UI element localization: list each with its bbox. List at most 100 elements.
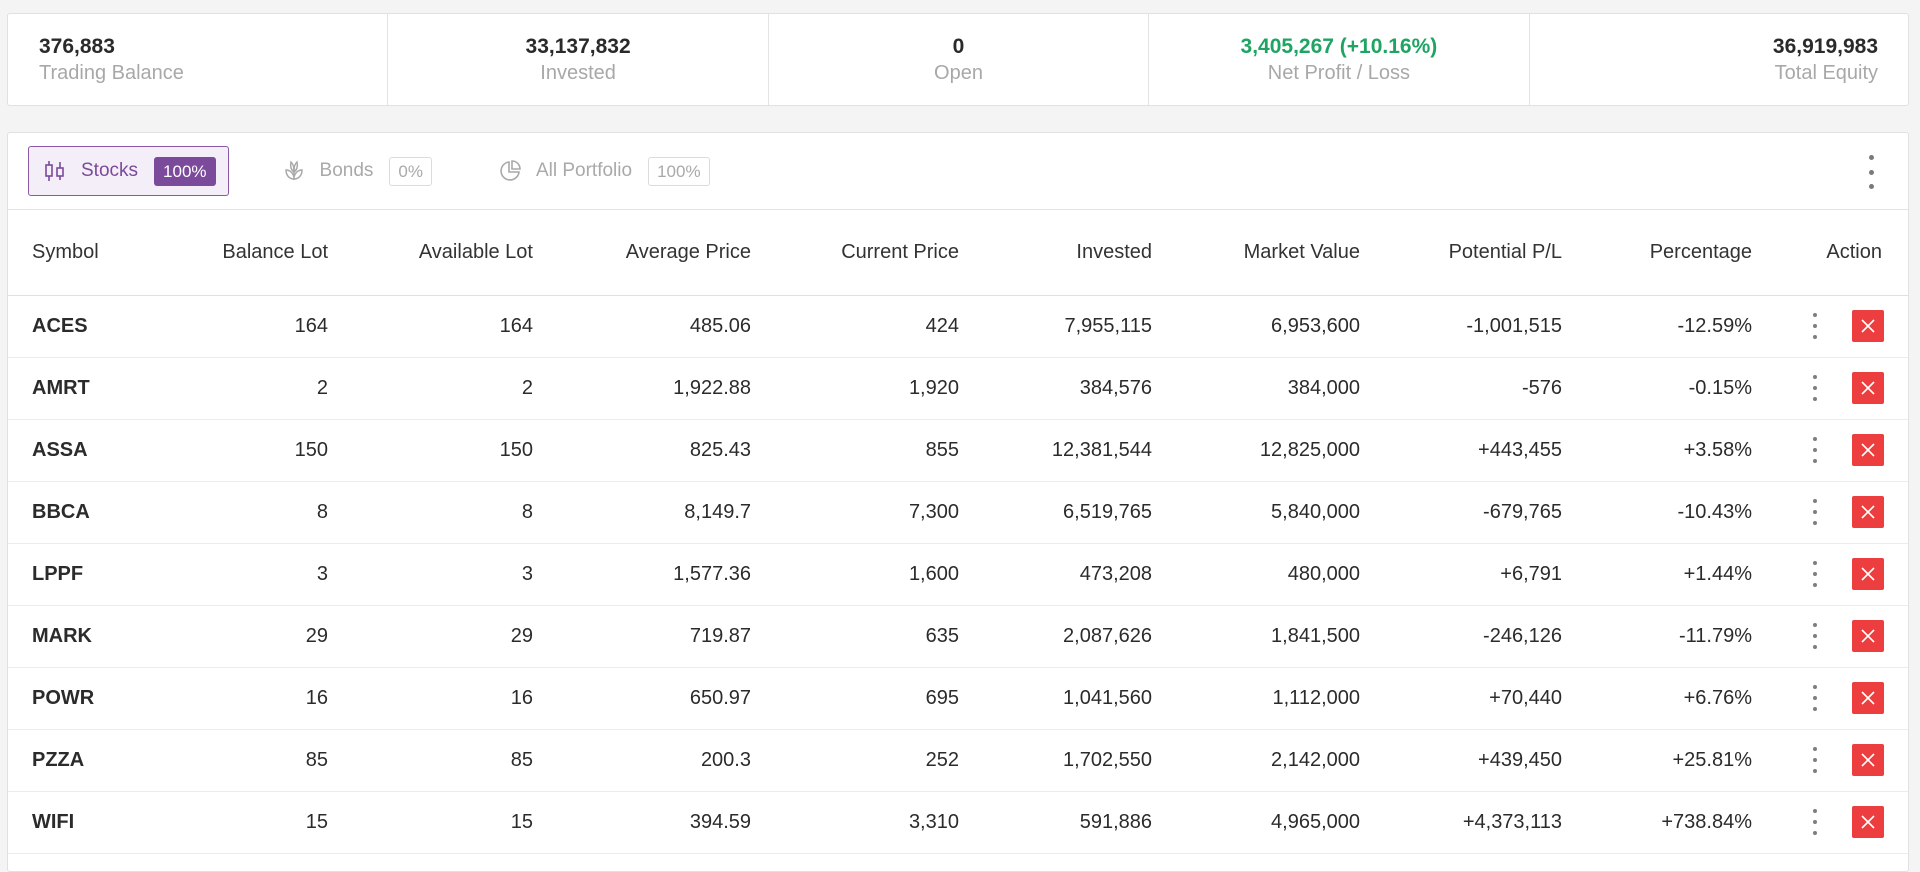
cell-available-lot: 29 bbox=[328, 605, 533, 668]
cell-symbol[interactable]: ASSA bbox=[8, 419, 128, 482]
holdings-table: Symbol Balance Lot Available Lot Average… bbox=[8, 210, 1908, 854]
cell-balance-lot: 16 bbox=[128, 667, 328, 730]
cell-market-value: 6,953,600 bbox=[1152, 295, 1360, 358]
cell-symbol[interactable]: ACES bbox=[8, 295, 128, 358]
column-header-percentage[interactable]: Percentage bbox=[1562, 210, 1752, 296]
cell-available-lot: 3 bbox=[328, 543, 533, 606]
table-row[interactable]: MARK 29 29 719.87 635 2,087,626 1,841,50… bbox=[8, 605, 1908, 668]
row-actions bbox=[1752, 544, 1908, 605]
cell-symbol[interactable]: BBCA bbox=[8, 481, 128, 544]
cell-market-value: 384,000 bbox=[1152, 357, 1360, 420]
close-position-button[interactable] bbox=[1852, 496, 1884, 528]
more-vertical-icon[interactable] bbox=[1808, 561, 1822, 587]
cell-market-value: 4,965,000 bbox=[1152, 791, 1360, 854]
cell-market-value: 1,841,500 bbox=[1152, 605, 1360, 668]
column-header-balance-lot[interactable]: Balance Lot bbox=[128, 210, 328, 296]
cell-balance-lot: 85 bbox=[128, 729, 328, 792]
table-row[interactable]: ACES 164 164 485.06 424 7,955,115 6,953,… bbox=[8, 295, 1908, 358]
table-row[interactable]: POWR 16 16 650.97 695 1,041,560 1,112,00… bbox=[8, 667, 1908, 730]
more-vertical-icon[interactable] bbox=[1808, 437, 1822, 463]
cell-current-price: 695 bbox=[751, 667, 959, 730]
table-row[interactable]: WIFI 15 15 394.59 3,310 591,886 4,965,00… bbox=[8, 791, 1908, 854]
cell-average-price: 650.97 bbox=[533, 667, 751, 730]
cell-invested: 473,208 bbox=[959, 543, 1152, 606]
cell-market-value: 480,000 bbox=[1152, 543, 1360, 606]
table-row[interactable]: AMRT 2 2 1,922.88 1,920 384,576 384,000 … bbox=[8, 357, 1908, 420]
cell-action bbox=[1752, 295, 1908, 358]
cell-potential-pl: -576 bbox=[1360, 357, 1562, 420]
more-vertical-icon[interactable] bbox=[1808, 313, 1822, 339]
summary-value: 33,137,832 bbox=[525, 35, 631, 58]
cell-action bbox=[1752, 605, 1908, 668]
cell-available-lot: 150 bbox=[328, 419, 533, 482]
more-vertical-icon[interactable] bbox=[1808, 809, 1822, 835]
pie-chart-icon bbox=[498, 159, 522, 183]
cell-current-price: 424 bbox=[751, 295, 959, 358]
more-vertical-icon[interactable] bbox=[1808, 375, 1822, 401]
cell-symbol[interactable]: WIFI bbox=[8, 791, 128, 854]
column-header-invested[interactable]: Invested bbox=[959, 210, 1152, 296]
column-header-symbol[interactable]: Symbol bbox=[8, 210, 128, 296]
cell-average-price: 200.3 bbox=[533, 729, 751, 792]
cell-invested: 2,087,626 bbox=[959, 605, 1152, 668]
table-row[interactable]: BBCA 8 8 8,149.7 7,300 6,519,765 5,840,0… bbox=[8, 481, 1908, 544]
table-row[interactable]: PZZA 85 85 200.3 252 1,702,550 2,142,000… bbox=[8, 729, 1908, 792]
tab-label: All Portfolio bbox=[535, 160, 633, 181]
table-row[interactable]: ASSA 150 150 825.43 855 12,381,544 12,82… bbox=[8, 419, 1908, 482]
close-position-button[interactable] bbox=[1852, 682, 1884, 714]
cell-market-value: 2,142,000 bbox=[1152, 729, 1360, 792]
holdings-table-body: ACES 164 164 485.06 424 7,955,115 6,953,… bbox=[8, 295, 1908, 854]
summary-label: Net Profit / Loss bbox=[1267, 62, 1411, 84]
close-position-button[interactable] bbox=[1852, 744, 1884, 776]
more-vertical-icon[interactable] bbox=[1808, 685, 1822, 711]
summary-label: Invested bbox=[540, 62, 616, 84]
tab-bonds[interactable]: Bonds 0% bbox=[267, 146, 445, 196]
row-actions bbox=[1752, 358, 1908, 419]
cell-invested: 6,519,765 bbox=[959, 481, 1152, 544]
more-vertical-icon[interactable] bbox=[1808, 499, 1822, 525]
cell-symbol[interactable]: LPPF bbox=[8, 543, 128, 606]
close-icon bbox=[1861, 691, 1875, 705]
cell-current-price: 855 bbox=[751, 419, 959, 482]
bonds-icon bbox=[282, 159, 306, 183]
summary-label: Open bbox=[934, 62, 983, 84]
cell-symbol[interactable]: MARK bbox=[8, 605, 128, 668]
tab-stocks[interactable]: Stocks 100% bbox=[28, 146, 229, 196]
cell-symbol[interactable]: AMRT bbox=[8, 357, 128, 420]
close-position-button[interactable] bbox=[1852, 310, 1884, 342]
close-position-button[interactable] bbox=[1852, 434, 1884, 466]
column-header-average-price[interactable]: Average Price bbox=[533, 210, 751, 296]
cell-action bbox=[1752, 419, 1908, 482]
column-header-potential-pl[interactable]: Potential P/L bbox=[1360, 210, 1562, 296]
cell-percentage: -0.15% bbox=[1562, 357, 1752, 420]
cell-percentage: +738.84% bbox=[1562, 791, 1752, 854]
row-actions bbox=[1752, 730, 1908, 791]
more-vertical-icon[interactable] bbox=[1808, 623, 1822, 649]
cell-symbol[interactable]: POWR bbox=[8, 667, 128, 730]
more-vertical-icon[interactable] bbox=[1864, 155, 1878, 189]
column-header-current-price[interactable]: Current Price bbox=[751, 210, 959, 296]
cell-balance-lot: 164 bbox=[128, 295, 328, 358]
column-header-market-value[interactable]: Market Value bbox=[1152, 210, 1360, 296]
close-position-button[interactable] bbox=[1852, 372, 1884, 404]
cell-available-lot: 164 bbox=[328, 295, 533, 358]
close-position-button[interactable] bbox=[1852, 620, 1884, 652]
cell-current-price: 1,920 bbox=[751, 357, 959, 420]
cell-percentage: +25.81% bbox=[1562, 729, 1752, 792]
more-vertical-icon[interactable] bbox=[1808, 747, 1822, 773]
close-position-button[interactable] bbox=[1852, 558, 1884, 590]
close-position-button[interactable] bbox=[1852, 806, 1884, 838]
summary-label: Trading Balance bbox=[39, 62, 184, 84]
table-header-row: Symbol Balance Lot Available Lot Average… bbox=[8, 210, 1908, 296]
summary-net-profit-loss: 3,405,267 (+10.16%) Net Profit / Loss bbox=[1149, 14, 1530, 105]
cell-available-lot: 85 bbox=[328, 729, 533, 792]
table-row[interactable]: LPPF 3 3 1,577.36 1,600 473,208 480,000 … bbox=[8, 543, 1908, 606]
tab-all-portfolio[interactable]: All Portfolio 100% bbox=[483, 146, 723, 196]
cell-balance-lot: 3 bbox=[128, 543, 328, 606]
summary-open: 0 Open bbox=[769, 14, 1150, 105]
column-header-available-lot[interactable]: Available Lot bbox=[328, 210, 533, 296]
close-icon bbox=[1861, 815, 1875, 829]
cell-percentage: -12.59% bbox=[1562, 295, 1752, 358]
close-icon bbox=[1861, 381, 1875, 395]
cell-symbol[interactable]: PZZA bbox=[8, 729, 128, 792]
